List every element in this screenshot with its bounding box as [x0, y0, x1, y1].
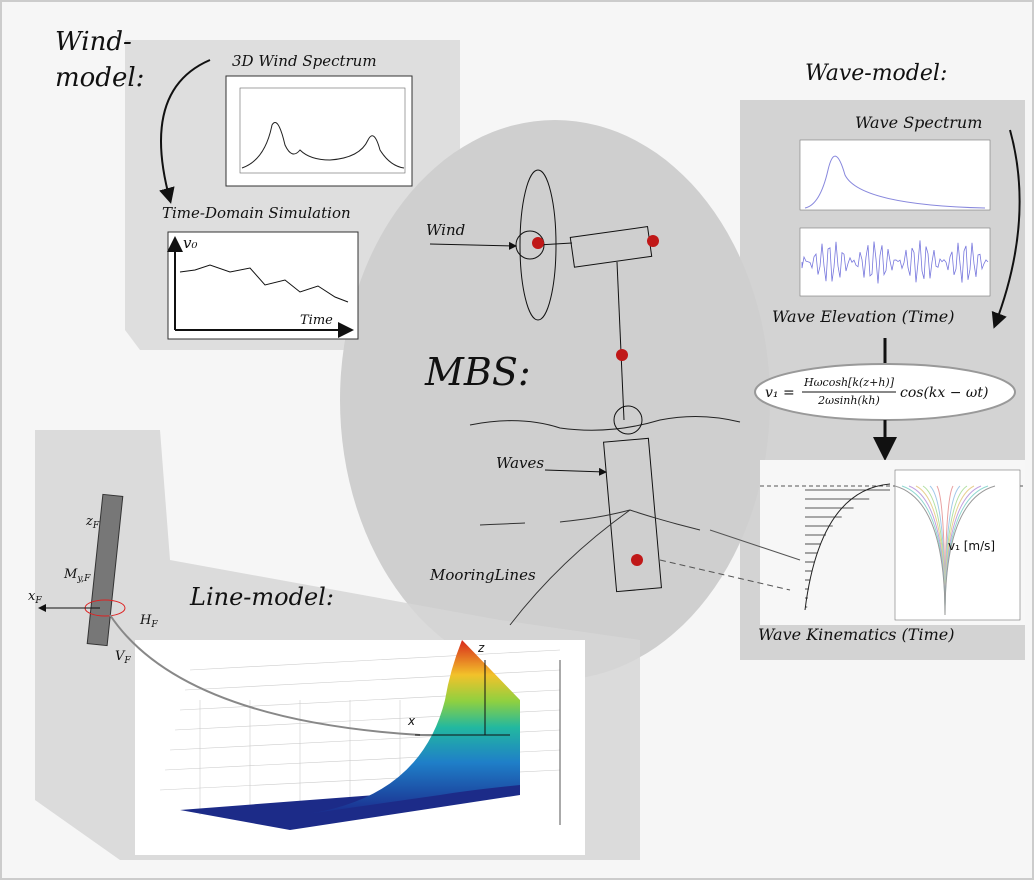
elevation-title: Wave Elevation (Time): [772, 307, 955, 326]
axis-label: v₁ [m/s]: [948, 539, 995, 553]
wave-title: Wave-model:: [805, 61, 947, 86]
axis-label: v₀: [183, 234, 198, 252]
spectrum-title: 3D Wind Spectrum: [232, 52, 377, 70]
label-sub: F: [150, 620, 158, 630]
formula-lhs: v₁ =: [765, 385, 795, 401]
node: [631, 554, 643, 566]
wind-title: model:: [55, 63, 144, 93]
axis-label: x: [407, 714, 416, 728]
axis-label: z: [477, 641, 485, 655]
label-sub: F: [34, 596, 42, 606]
mbs-label: Wind: [426, 221, 465, 239]
spectrum-plot: [226, 76, 412, 186]
mbs-title: MBS:: [424, 350, 531, 394]
mbs-label: Waves: [496, 454, 544, 472]
formula-numerator: Hωcosh[k(z+h)]: [803, 376, 895, 389]
spectrum-title: Wave Spectrum: [855, 113, 982, 132]
node: [616, 349, 628, 361]
axis-label: Time: [300, 313, 333, 328]
label-sub: y,F: [76, 574, 91, 584]
mbs-region: [340, 120, 770, 680]
node: [647, 235, 659, 247]
formula-denominator: 2ωsinh(kh): [817, 394, 880, 407]
wind-title: Wind-: [55, 27, 132, 57]
diagram: Wind- model: 3D Wind Spectrum Time-Domai…: [0, 0, 1034, 880]
node: [532, 237, 544, 249]
label-sub: F: [92, 521, 100, 531]
label-symbol: M: [63, 567, 78, 582]
label-symbol: z: [85, 514, 93, 529]
line-title: Line-model:: [189, 583, 334, 611]
kinematics-title: Wave Kinematics (Time): [758, 625, 954, 644]
formula-tail: cos(kx − ωt): [900, 385, 988, 401]
mbs-label: MooringLines: [429, 566, 536, 584]
label-symbol: H: [139, 613, 152, 628]
label-sub: F: [123, 656, 131, 666]
time-domain-title: Time-Domain Simulation: [162, 204, 351, 222]
wave-elevation-plot: [800, 228, 990, 296]
